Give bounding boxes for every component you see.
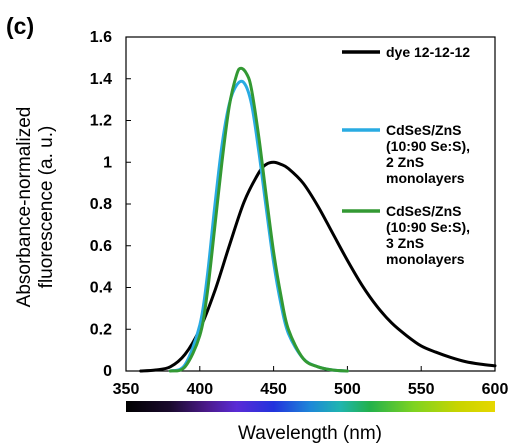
legend-label: (10:90 Se:S), (386, 138, 470, 154)
y-tick-label: 0.4 (90, 280, 112, 297)
y-tick-label: 0.2 (90, 321, 112, 338)
x-tick-label: 600 (482, 381, 509, 398)
y-tick-label: 1.6 (90, 29, 112, 46)
y-axis-title-line-1: Absorbance-normalized (14, 107, 35, 308)
y-tick-label: 0 (103, 363, 112, 380)
x-tick-label: 450 (260, 381, 287, 398)
legend-label: 2 ZnS (386, 154, 424, 170)
legend-label: dye 12-12-12 (386, 44, 470, 60)
y-tick-label: 1 (103, 154, 112, 171)
legend-label: monolayers (386, 170, 465, 186)
legend-item-dye-12-12-12: dye 12-12-12 (342, 44, 470, 60)
legend-label: CdSeS/ZnS (386, 203, 461, 219)
series-line-cdses-3-monolayers (168, 66, 349, 373)
spectrum-color-bar (126, 401, 495, 412)
legend-label: (10:90 Se:S), (386, 219, 470, 235)
y-tick-label: 1.4 (90, 71, 112, 88)
x-tick-label: 350 (113, 381, 140, 398)
legend-label: 3 ZnS (386, 235, 424, 251)
x-tick-label: 500 (334, 381, 361, 398)
legend-label: monolayers (386, 251, 465, 267)
legend-label: CdSeS/ZnS (386, 122, 461, 138)
panel-label: (c) (6, 13, 34, 39)
y-tick-label: 0.8 (90, 196, 112, 213)
x-axis: 350 400 450 500 550 600 (113, 366, 509, 398)
series-line-cdses-2-monolayers (168, 79, 349, 373)
y-axis-title-line-2: fluorescence (a. u.) (36, 126, 57, 289)
x-tick-label: 400 (186, 381, 213, 398)
y-tick-label: 0.6 (90, 238, 112, 255)
y-axis-title: Absorbance-normalized fluorescence (a. u… (14, 107, 57, 308)
x-axis-title: Wavelength (nm) (238, 423, 382, 444)
y-axis: 0 0.2 0.4 0.6 0.8 1 1.2 1.4 1.6 (90, 29, 131, 380)
y-tick-label: 1.2 (90, 113, 112, 130)
series-layer (139, 66, 497, 373)
x-tick-label: 550 (408, 381, 435, 398)
